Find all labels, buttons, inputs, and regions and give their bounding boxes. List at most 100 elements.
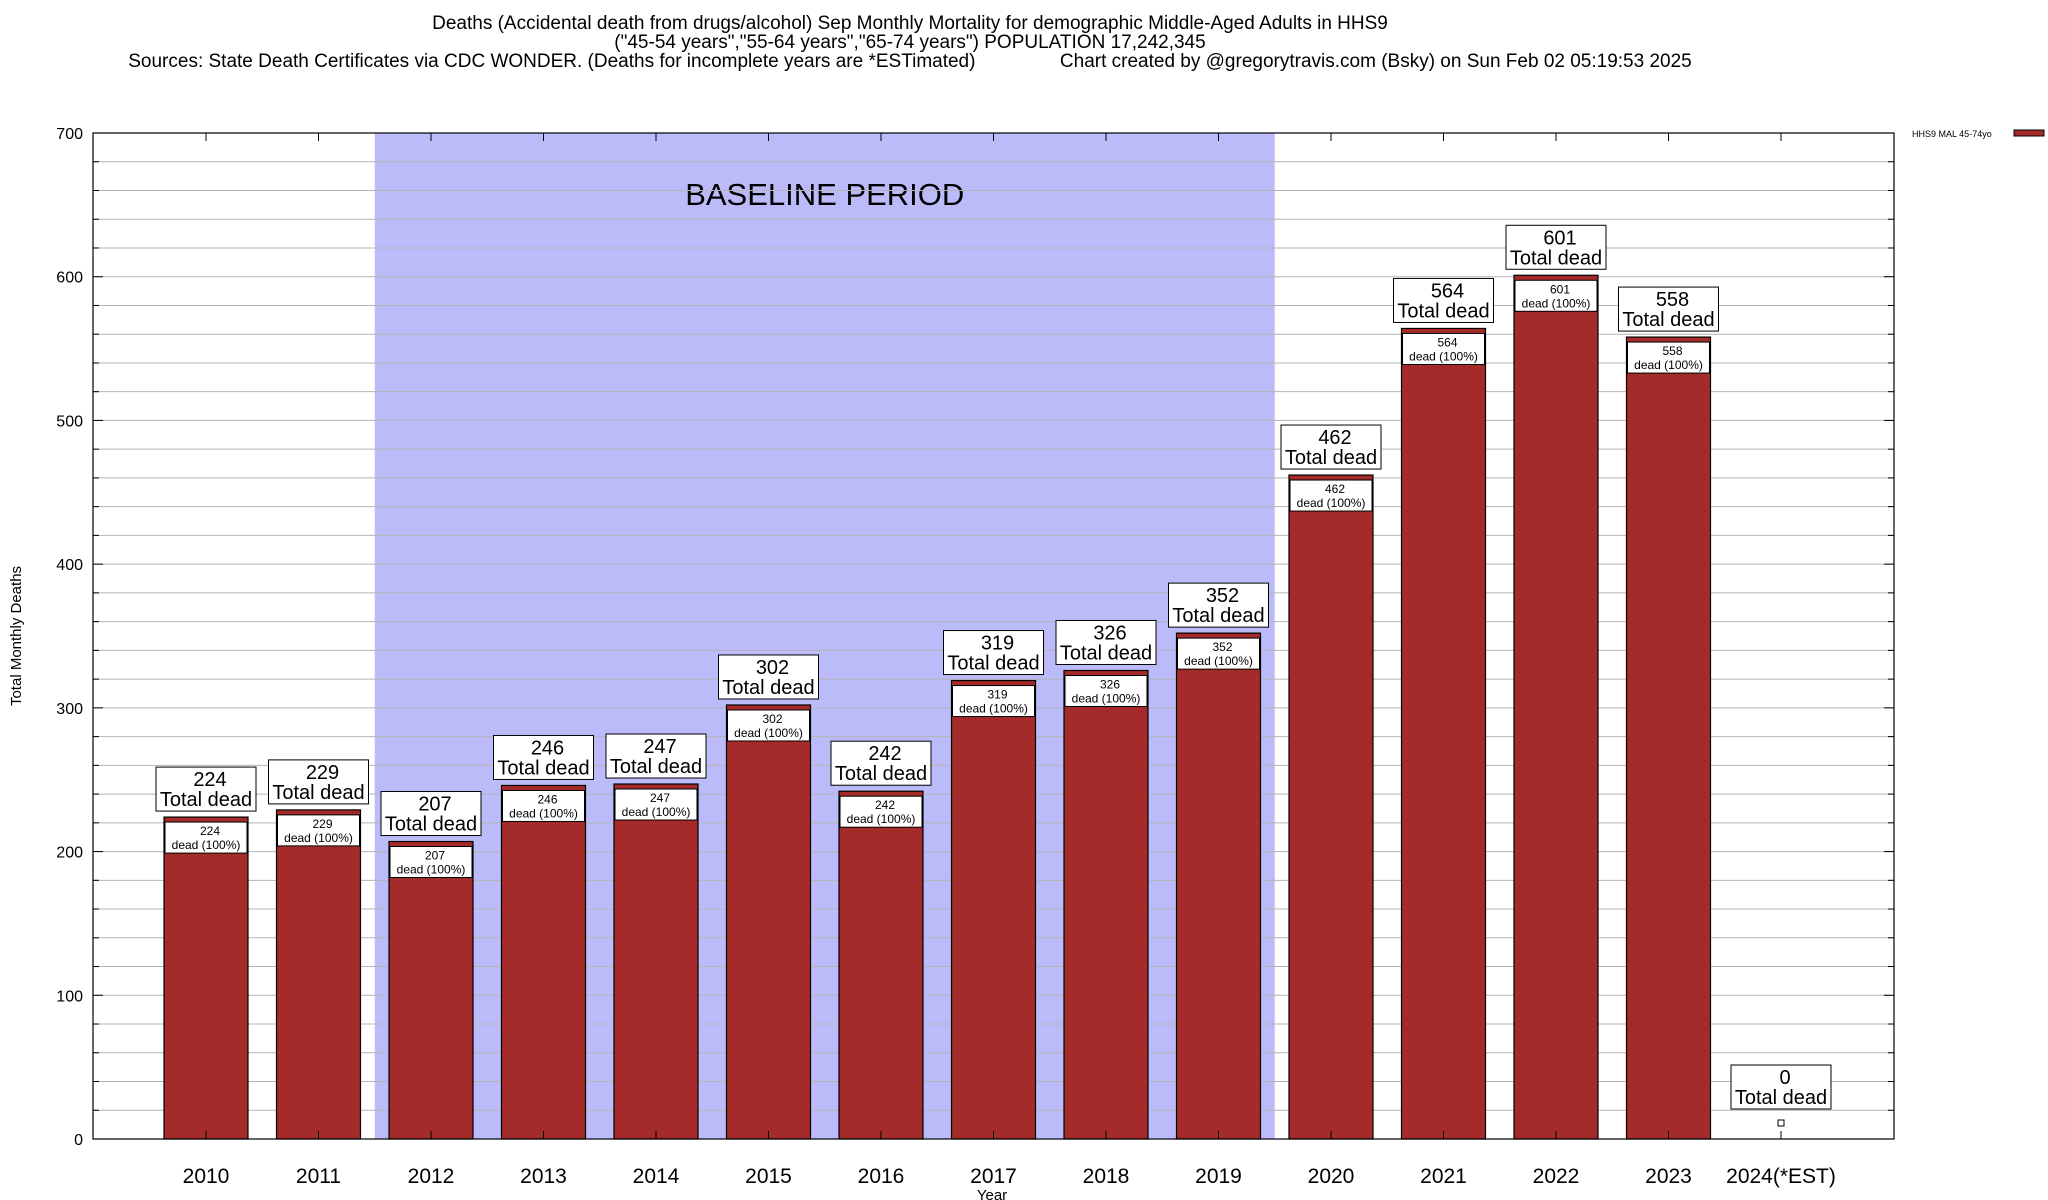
inner-label-box — [389, 846, 473, 879]
total-label-value: 352 — [1206, 585, 1239, 607]
bar-2023 — [1625, 336, 1712, 1140]
total-label-text: Total dead — [610, 756, 702, 778]
inner-label-text: dead (100%) — [509, 806, 578, 820]
total-label-text: Total dead — [497, 757, 589, 779]
total-label-box — [1730, 1064, 1832, 1110]
total-label-box — [943, 630, 1044, 676]
y-tick-label: 600 — [56, 270, 83, 287]
chart-title-line-2: ("45-54 years","55-64 years","65-74 year… — [614, 32, 1206, 53]
total-label-value: 601 — [1543, 227, 1576, 249]
inner-label-box — [164, 821, 248, 854]
bar-2014 — [613, 783, 699, 1140]
y-tick-label: 100 — [56, 988, 83, 1005]
total-label-text: Total dead — [1285, 447, 1377, 469]
inner-label-text: dead (100%) — [959, 702, 1028, 716]
inner-label-value: 558 — [1662, 344, 1682, 358]
total-label-box — [380, 791, 482, 837]
total-label-box — [1618, 286, 1719, 332]
total-label-value: 326 — [1093, 622, 1126, 644]
x-tick-label: 2022 — [1533, 1165, 1580, 1188]
total-label-text: Total dead — [1060, 642, 1152, 664]
x-tick-label: 2012 — [408, 1165, 455, 1188]
y-tick-label: 400 — [56, 557, 83, 574]
inner-label-text: dead (100%) — [1409, 349, 1478, 363]
axes: 0 100 200 300 400 500 600 700 2010 2011 2012 2013 20… — [8, 126, 1895, 1200]
inner-label-value: 564 — [1437, 335, 1457, 349]
inner-label-text: dead (100%) — [397, 863, 466, 877]
inner-label-box — [502, 789, 585, 822]
legend-series-label: HHS9 MAL 45-74yo — [1912, 129, 1992, 139]
total-label-text: Total dead — [385, 814, 477, 836]
inner-label-text: dead (100%) — [1184, 654, 1253, 668]
total-label-value: 229 — [306, 762, 339, 784]
x-tick-label: 2024(*EST) — [1726, 1165, 1836, 1188]
bar-marker-2024(*EST) — [1777, 1119, 1785, 1127]
inner-label-box — [1402, 332, 1485, 365]
inner-label-value: 601 — [1550, 282, 1570, 296]
bar-2012 — [388, 840, 474, 1140]
legend: HHS9 MAL 45-74yo — [1912, 129, 2045, 139]
total-label-box — [1393, 277, 1494, 323]
x-tick-label: 2010 — [183, 1165, 230, 1188]
y-axis-title: Total Monthly Deaths — [8, 566, 25, 706]
inner-label-text: dead (100%) — [1522, 296, 1591, 310]
total-label-box — [1055, 619, 1157, 665]
inner-label-value: 247 — [650, 791, 670, 805]
inner-label-box — [1064, 674, 1148, 707]
inner-label-box — [614, 788, 698, 821]
y-tick-label: 200 — [56, 845, 83, 862]
total-label-box — [155, 766, 257, 812]
total-label-value: 462 — [1318, 427, 1351, 449]
bar-2021 — [1400, 327, 1487, 1140]
x-tick-label: 2011 — [296, 1165, 341, 1188]
x-tick-label: 2021 — [1420, 1165, 1467, 1188]
total-label-value: 0 — [1779, 1067, 1790, 1089]
total-label-box — [718, 654, 819, 700]
inner-label-value: 246 — [537, 792, 557, 806]
bar-2011 — [275, 809, 362, 1140]
inner-label-box — [727, 709, 810, 742]
total-label-box — [1168, 582, 1269, 628]
total-label-value: 564 — [1431, 280, 1464, 302]
total-label-text: Total dead — [1735, 1087, 1827, 1109]
total-label-box — [1280, 424, 1382, 470]
inner-label-value: 207 — [425, 849, 445, 863]
inner-label-text: dead (100%) — [1072, 691, 1141, 705]
total-label-text: Total dead — [1510, 247, 1602, 269]
total-label-box — [1505, 224, 1607, 270]
x-tick-label: 2019 — [1195, 1165, 1242, 1188]
y-tick-label: 500 — [56, 413, 83, 430]
x-tick-label: 2014 — [633, 1165, 680, 1188]
x-tick-label: 2020 — [1308, 1165, 1355, 1188]
bar-2015 — [725, 704, 812, 1140]
inner-label-text: dead (100%) — [622, 805, 691, 819]
x-axis-title: Year — [977, 1187, 1007, 1200]
total-label-box — [605, 733, 707, 779]
total-label-value: 319 — [981, 633, 1014, 655]
inner-label-text: dead (100%) — [284, 831, 353, 845]
total-label-value: 302 — [756, 657, 789, 679]
total-label-text: Total dead — [1172, 605, 1264, 627]
bar-2022 — [1513, 274, 1599, 1140]
x-tick-label: 2013 — [520, 1165, 567, 1188]
inner-label-text: dead (100%) — [172, 838, 241, 852]
inner-label-value: 224 — [200, 824, 220, 838]
inner-label-value: 352 — [1212, 640, 1232, 654]
total-label-box — [268, 759, 369, 805]
inner-label-value: 229 — [312, 817, 332, 831]
inner-label-box — [277, 814, 360, 847]
bar-2017 — [950, 679, 1037, 1140]
bar-2010 — [163, 816, 249, 1140]
bar-2020 — [1288, 474, 1374, 1140]
total-label-text: Total dead — [272, 782, 364, 804]
bar-2018 — [1063, 669, 1149, 1140]
inner-label-box — [1514, 279, 1598, 312]
total-label-value: 224 — [193, 769, 226, 791]
baseline-period-label: BASELINE PERIOD — [685, 177, 964, 212]
inner-label-box — [952, 685, 1035, 718]
total-label-value: 247 — [643, 736, 676, 758]
total-label-box — [493, 734, 594, 780]
x-tick-label: 2015 — [745, 1165, 792, 1188]
inner-label-value: 319 — [987, 688, 1007, 702]
